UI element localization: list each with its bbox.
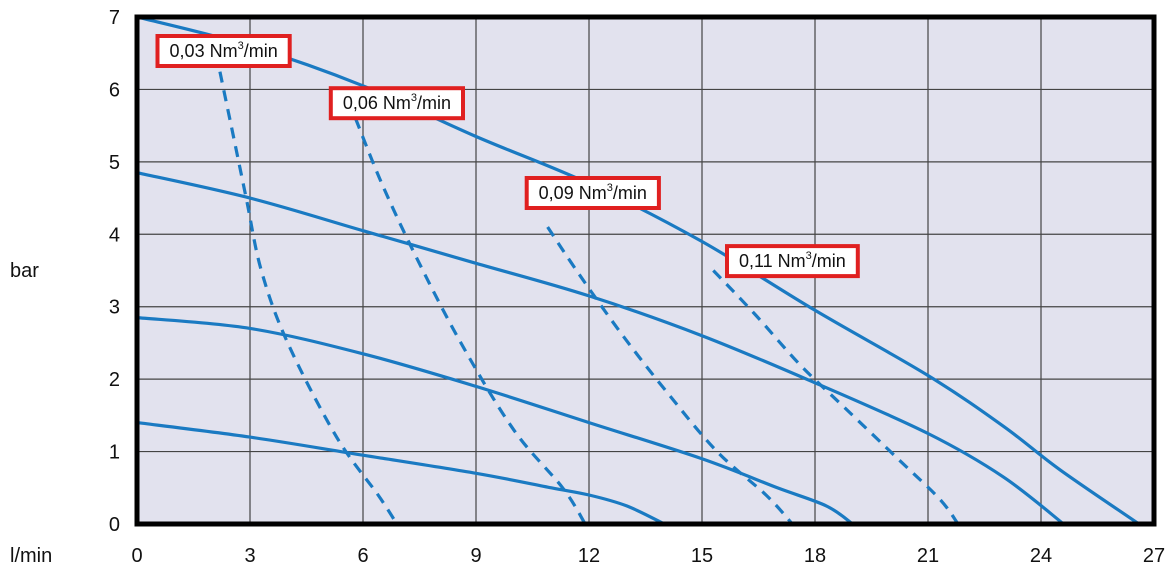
y-tick-label: 7	[109, 7, 120, 29]
annotations: 0,03 Nm3/min 0,06 Nm3/min 0,09 Nm3/min 0,11…	[155, 34, 860, 279]
flow-label-2: 0,06 Nm3/min	[328, 86, 465, 121]
x-tick-label: 18	[804, 545, 826, 567]
flow-label-3: 0,09 Nm3/min	[524, 176, 661, 210]
x-tick-label: 12	[578, 545, 600, 567]
y-tick-label: 1	[109, 442, 120, 464]
flow-label-1: 0,03 Nm3/min	[155, 34, 292, 68]
y-tick-label: 4	[109, 224, 120, 246]
plot-background	[137, 17, 1154, 524]
flow-label-box	[155, 34, 292, 68]
y-tick-label: 3	[109, 297, 120, 319]
x-tick-label: 15	[691, 545, 713, 567]
y-tick-label: 2	[109, 369, 120, 391]
y-tick-labels: 0 1 2 3 4 5 6 7	[109, 7, 120, 536]
y-axis-unit: bar	[10, 260, 39, 282]
x-tick-labels: 0 3 6 9 12 15 18 21 24 27	[131, 545, 1165, 567]
y-tick-label: 5	[109, 152, 120, 174]
x-axis-unit: l/min	[10, 545, 52, 567]
flow-label-text: 0,09 Nm3/min	[539, 182, 647, 203]
dashed-series-line-5	[214, 52, 399, 525]
x-tick-label: 9	[470, 545, 481, 567]
flow-label-text: 0,06 Nm3/min	[343, 92, 451, 113]
x-tick-label: 6	[357, 545, 368, 567]
series-line-4	[136, 421, 665, 526]
flow-label-box	[524, 176, 661, 210]
series-group	[136, 15, 1140, 526]
dashed-series-line-7	[546, 226, 794, 526]
plot-frame	[134, 14, 1157, 527]
series-line-3	[136, 316, 854, 526]
flow-label-box	[725, 244, 860, 279]
x-tick-label: 27	[1143, 545, 1165, 567]
flow-label-text: 0,11 Nm3/min	[739, 250, 846, 271]
dashed-series-line-6	[354, 117, 587, 525]
x-tick-label: 0	[131, 545, 142, 567]
series-line-2	[136, 171, 1065, 526]
x-tick-label: 3	[244, 545, 255, 567]
flow-label-4: 0,11 Nm3/min	[725, 244, 860, 279]
series-line-1	[136, 15, 1140, 526]
y-tick-label: 6	[109, 79, 120, 101]
flow-label-text: 0,03 Nm3/min	[170, 40, 278, 61]
flow-label-box	[328, 86, 465, 121]
y-tick-label: 0	[109, 514, 120, 536]
x-tick-label: 21	[917, 545, 939, 567]
dashed-series-line-8	[712, 269, 960, 525]
x-tick-label: 24	[1030, 545, 1052, 567]
